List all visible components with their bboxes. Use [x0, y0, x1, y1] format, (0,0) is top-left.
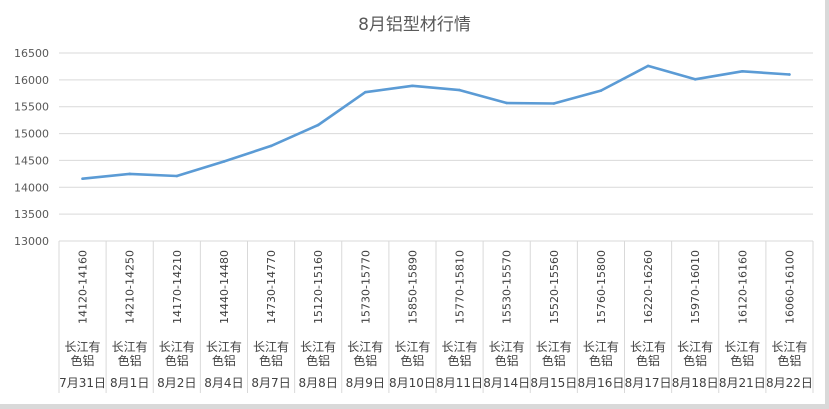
data-point	[646, 64, 650, 68]
y-tick-label: 15500	[14, 101, 49, 114]
x-price-range-label: 16220-16260	[642, 250, 655, 324]
x-source-label: 长江有色铝	[347, 340, 383, 368]
x-source-label: 长江有色铝	[65, 340, 101, 368]
x-date-label: 8月17日	[625, 376, 672, 390]
data-point	[788, 73, 791, 76]
data-point	[505, 101, 508, 105]
data-point	[128, 172, 131, 176]
x-price-range-label: 15770-15810	[454, 250, 467, 324]
x-source-label: 长江有色铝	[442, 340, 478, 368]
data-point	[599, 89, 603, 92]
x-date-label: 8月16日	[577, 376, 624, 390]
chart-title: 8月铝型材行情	[358, 15, 471, 35]
x-source-label: 长江有色铝	[677, 340, 713, 368]
y-tick-label: 16500	[14, 47, 49, 60]
y-tick-label: 13000	[14, 235, 49, 248]
y-tick-label: 14500	[14, 154, 49, 167]
data-point	[458, 88, 461, 92]
x-price-range-label: 15970-16010	[689, 250, 702, 324]
x-date-label: 8月15日	[530, 376, 577, 390]
x-price-range-label: 15520-15560	[548, 250, 561, 324]
y-tick-label: 15000	[14, 128, 49, 141]
x-price-range-label: 15530-15570	[501, 250, 514, 324]
x-date-label: 8月21日	[719, 376, 766, 390]
x-price-range-label: 15850-15890	[406, 250, 419, 324]
data-point	[364, 90, 367, 94]
x-source-label: 长江有色铝	[300, 340, 336, 368]
x-price-range-label: 14440-14480	[218, 250, 231, 324]
y-tick-label: 14000	[14, 181, 49, 194]
x-source-label: 长江有色铝	[253, 340, 289, 368]
x-source-label: 长江有色铝	[536, 340, 572, 368]
x-price-range-label: 14210-14250	[124, 250, 137, 324]
x-price-range-label: 15730-15770	[359, 250, 372, 324]
x-date-label: 8月14日	[483, 376, 530, 390]
x-source-label: 长江有色铝	[489, 340, 525, 368]
x-date-label: 8月2日	[157, 376, 196, 390]
data-point	[316, 123, 320, 127]
data-point	[552, 102, 556, 105]
x-price-range-label: 14730-14770	[265, 250, 278, 324]
x-source-label: 长江有色铝	[630, 340, 666, 368]
x-price-range-label: 14170-14210	[171, 250, 184, 324]
x-price-range-label: 15760-15800	[595, 250, 608, 324]
y-tick-label: 13500	[14, 208, 49, 221]
x-price-range-label: 14120-14160	[77, 250, 90, 324]
x-date-label: 8月11日	[436, 376, 483, 390]
x-source-label: 长江有色铝	[159, 340, 195, 368]
x-price-range-label: 16060-16100	[783, 250, 796, 324]
x-price-range-label: 16120-16160	[736, 250, 749, 324]
x-source-label: 长江有色铝	[112, 340, 148, 368]
x-source-label: 长江有色铝	[394, 340, 430, 368]
x-date-label: 8月22日	[766, 376, 813, 390]
data-point	[269, 144, 273, 148]
data-point	[222, 160, 226, 163]
data-point	[81, 177, 84, 180]
x-date-label: 8月9日	[346, 376, 385, 390]
x-date-label: 8月10日	[389, 376, 436, 390]
data-point	[175, 174, 179, 178]
y-tick-label: 16000	[14, 74, 49, 87]
data-point	[693, 78, 697, 81]
x-date-label: 8月7日	[251, 376, 290, 390]
x-date-label: 8月4日	[204, 376, 243, 390]
right-resize-edge	[825, 0, 829, 404]
x-source-label: 长江有色铝	[771, 340, 807, 368]
series-line	[81, 64, 791, 180]
x-date-label: 7月31日	[59, 376, 106, 390]
bottom-scroll-edge	[0, 404, 829, 409]
x-source-label: 长江有色铝	[724, 340, 760, 368]
x-date-label: 8月1日	[110, 376, 149, 390]
x-price-range-label: 15120-15160	[312, 250, 325, 324]
data-point	[741, 69, 744, 73]
x-source-label: 长江有色铝	[583, 340, 619, 368]
x-source-label: 长江有色铝	[206, 340, 242, 368]
x-date-label: 8月18日	[672, 376, 719, 390]
x-date-label: 8月8日	[299, 376, 338, 390]
data-point	[411, 84, 414, 88]
